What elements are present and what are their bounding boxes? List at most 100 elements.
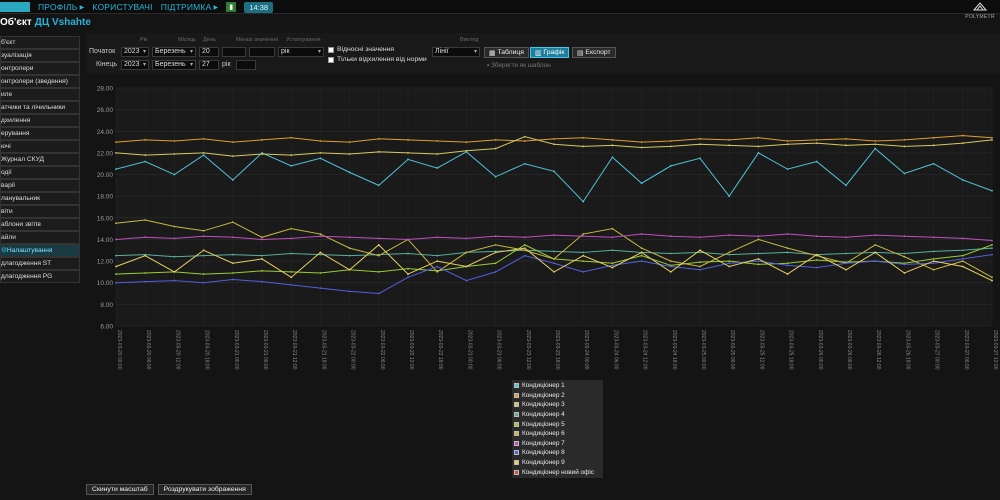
legend-item[interactable]: Кондиціонер 1 xyxy=(514,381,601,391)
series-point[interactable] xyxy=(348,141,351,143)
series-point[interactable] xyxy=(961,249,964,252)
series-point[interactable] xyxy=(815,235,818,238)
series-point[interactable] xyxy=(202,235,205,238)
series-point[interactable] xyxy=(640,146,643,149)
series-point[interactable] xyxy=(553,137,555,140)
print-image-button[interactable]: Роздрукувати зображення xyxy=(157,484,252,495)
legend-item[interactable]: Кондиціонер 3 xyxy=(514,400,601,410)
series-point[interactable] xyxy=(465,141,468,143)
series-point[interactable] xyxy=(202,229,205,232)
series-point[interactable] xyxy=(290,283,293,286)
series-point[interactable] xyxy=(523,254,526,257)
series-point[interactable] xyxy=(377,184,380,187)
series-point[interactable] xyxy=(699,249,701,252)
series-point[interactable] xyxy=(553,143,555,146)
series-point[interactable] xyxy=(640,254,643,257)
series-point[interactable] xyxy=(728,251,731,254)
chart-button[interactable]: ▥ Графік xyxy=(530,47,570,58)
series-point[interactable] xyxy=(786,168,789,171)
legend-item[interactable]: Кондиціонер 2 xyxy=(514,391,601,401)
series-point[interactable] xyxy=(173,225,176,228)
series-point[interactable] xyxy=(231,272,234,274)
series-point[interactable] xyxy=(494,235,497,238)
sidebar-item-control[interactable]: ерування xyxy=(0,127,80,140)
sidebar-item-sensors[interactable]: атчики та лічильники xyxy=(0,101,80,114)
series-point[interactable] xyxy=(582,251,585,254)
series-point[interactable] xyxy=(348,153,351,155)
series-point[interactable] xyxy=(961,134,964,137)
series-point[interactable] xyxy=(377,237,380,240)
series-point[interactable] xyxy=(932,136,935,139)
sidebar-item-keys[interactable]: ючі xyxy=(0,140,80,153)
series-point[interactable] xyxy=(494,139,497,141)
series-point[interactable] xyxy=(757,145,760,148)
series-point[interactable] xyxy=(669,145,672,148)
series-point[interactable] xyxy=(319,253,322,256)
series-point[interactable] xyxy=(874,140,877,142)
series-point[interactable] xyxy=(290,136,293,139)
series-point[interactable] xyxy=(231,155,234,158)
end-year-select[interactable]: 2023 ▾ xyxy=(121,60,149,70)
series-point[interactable] xyxy=(231,179,234,181)
series-point[interactable] xyxy=(173,279,176,282)
series-point[interactable] xyxy=(553,258,555,260)
series-point[interactable] xyxy=(961,237,964,240)
series-point[interactable] xyxy=(407,139,409,141)
series-point[interactable] xyxy=(582,136,585,139)
series-point[interactable] xyxy=(290,237,293,240)
checkbox-box[interactable] xyxy=(328,46,334,53)
series-point[interactable] xyxy=(728,260,731,262)
series-point[interactable] xyxy=(845,144,847,147)
series-point[interactable] xyxy=(640,182,643,185)
series-point[interactable] xyxy=(582,233,585,235)
series-point[interactable] xyxy=(173,173,176,176)
series-point[interactable] xyxy=(115,281,117,284)
sidebar-item-reports[interactable]: віти xyxy=(0,205,80,218)
series-point[interactable] xyxy=(115,265,117,268)
sidebar-item-report-templates[interactable]: аблони звітів xyxy=(0,218,80,231)
series-point[interactable] xyxy=(611,264,614,267)
series-point[interactable] xyxy=(903,172,906,175)
series-point[interactable] xyxy=(377,271,380,273)
series-point[interactable] xyxy=(961,179,964,181)
legend-item[interactable]: Кондиціонер 7 xyxy=(514,439,601,449)
series-point[interactable] xyxy=(582,235,585,238)
series-point[interactable] xyxy=(611,249,614,252)
series-point[interactable] xyxy=(728,234,731,237)
series-point[interactable] xyxy=(991,253,993,256)
series-point[interactable] xyxy=(436,254,439,257)
series-point[interactable] xyxy=(144,272,147,274)
series-point[interactable] xyxy=(407,158,409,161)
series-point[interactable] xyxy=(173,140,176,142)
sidebar-item-debug-st[interactable]: длагодження ST xyxy=(0,257,80,270)
series-point[interactable] xyxy=(348,254,351,257)
series-point[interactable] xyxy=(436,271,439,273)
series-point[interactable] xyxy=(991,247,993,250)
series-point[interactable] xyxy=(319,235,322,238)
series-point[interactable] xyxy=(903,263,906,266)
series-point[interactable] xyxy=(611,266,614,269)
sidebar-item-files[interactable]: айли xyxy=(0,231,80,244)
series-point[interactable] xyxy=(611,156,614,159)
series-point[interactable] xyxy=(377,292,380,295)
series-point[interactable] xyxy=(991,189,993,192)
series-point[interactable] xyxy=(348,268,351,271)
series-point[interactable] xyxy=(319,251,322,254)
series-point[interactable] xyxy=(261,238,263,241)
series-point[interactable] xyxy=(757,238,760,241)
series-point[interactable] xyxy=(407,276,409,279)
series-point[interactable] xyxy=(407,152,409,154)
series-point[interactable] xyxy=(115,152,117,154)
series-point[interactable] xyxy=(699,137,701,140)
series-point[interactable] xyxy=(173,271,176,273)
period-select[interactable]: рік ▾ xyxy=(278,47,324,57)
series-point[interactable] xyxy=(465,149,468,152)
nav-support[interactable]: ПІДТРИМКА ▶ xyxy=(161,2,219,12)
series-point[interactable] xyxy=(991,279,993,282)
sidebar-item-scheduler[interactable]: ланувальник xyxy=(0,192,80,205)
series-point[interactable] xyxy=(553,250,555,253)
series-point[interactable] xyxy=(319,272,322,274)
series-point[interactable] xyxy=(699,265,701,268)
series-point[interactable] xyxy=(261,269,263,272)
series-point[interactable] xyxy=(669,164,672,167)
